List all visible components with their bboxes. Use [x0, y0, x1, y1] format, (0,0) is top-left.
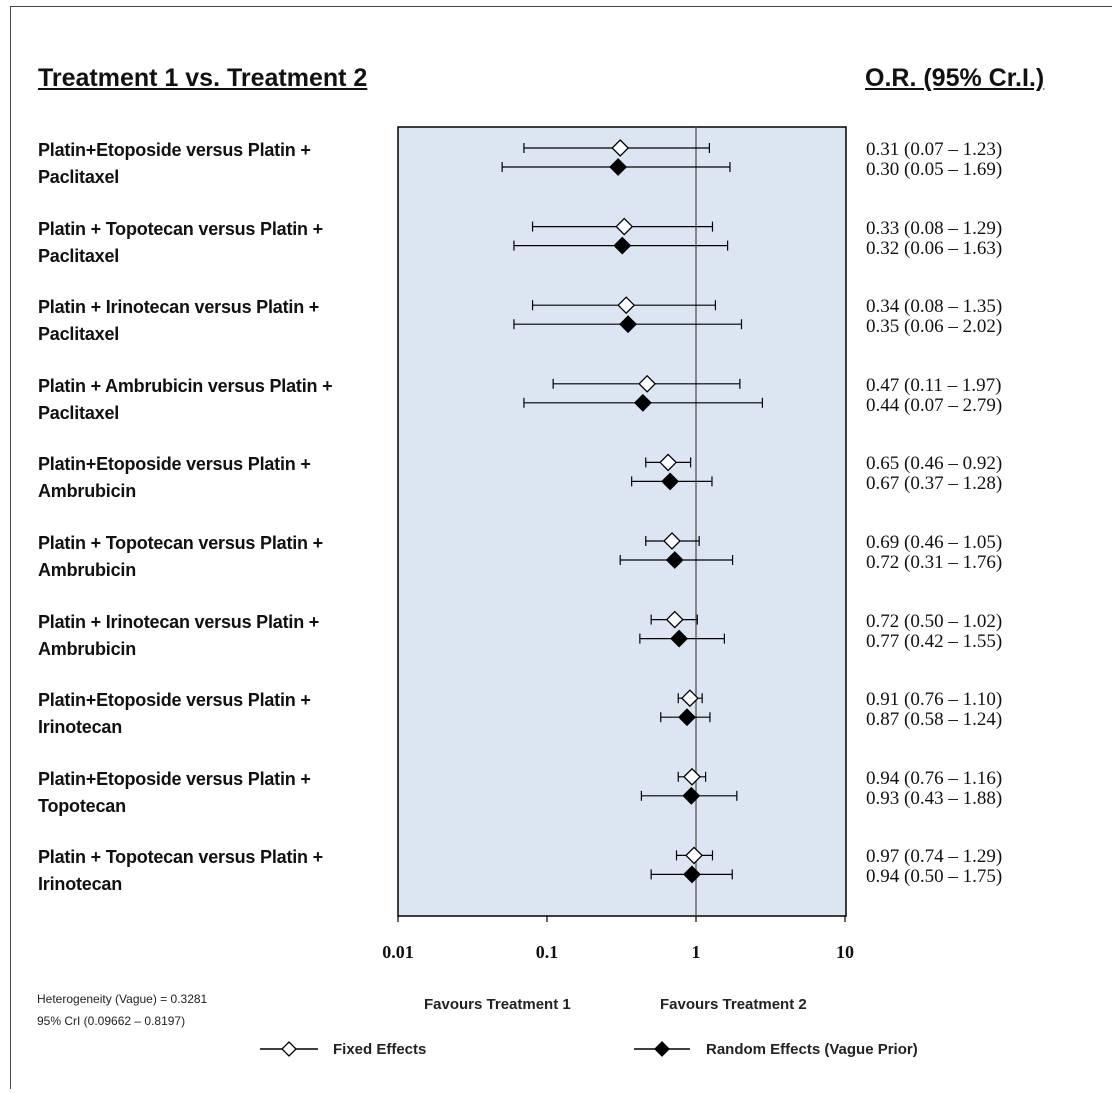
random-point-7 [678, 708, 696, 727]
fixed-or-value: 0.65 (0.46 – 0.92) [866, 453, 1003, 475]
random-point-2 [619, 315, 637, 334]
comparison-label: Platin + Irinotecan versus Platin + Pacl… [38, 297, 320, 345]
fixed-point-7 [680, 689, 699, 708]
fixed-point-8 [683, 767, 701, 786]
legend-random-label: Random Effects (Vague Prior) [706, 1041, 918, 1058]
fixed-point-4 [659, 453, 678, 472]
cri-note: 95% CrI (0.09662 – 0.8197) [37, 1014, 186, 1028]
random-or-value: 0.72 (0.31 – 1.76) [866, 552, 1003, 573]
fixed-point-3 [638, 374, 657, 393]
odds-ratio-header: O.R. (95% Cr.I.) [865, 64, 1045, 92]
fixed-point-5 [663, 532, 681, 550]
random-or-value: 0.44 (0.07 – 2.79) [866, 394, 1003, 416]
comparison-label: Platin + Topotecan versus Platin + Irino… [38, 847, 323, 895]
random-point-9 [683, 865, 701, 884]
fixed-or-value: 0.31 (0.07 – 1.23) [866, 139, 1003, 160]
fixed-or-value: 0.33 (0.08 – 1.29) [866, 217, 1003, 239]
random-or-value: 0.93 (0.43 – 1.88) [866, 787, 1003, 809]
random-or-value: 0.32 (0.06 – 1.63) [866, 237, 1003, 259]
legend-marks [260, 1041, 690, 1057]
random-point-8 [682, 786, 701, 805]
comparison-label: Platin + Topotecan versus Platin + Pacli… [38, 218, 323, 266]
random-point-3 [633, 393, 652, 412]
random-or-value: 0.30 (0.05 – 1.69) [866, 159, 1003, 180]
plot-panel [397, 126, 847, 917]
plot-marks [501, 127, 763, 916]
random-point-0 [609, 158, 628, 176]
favours-treatment-1: Favours Treatment 1 [424, 996, 571, 1013]
fixed-point-1 [615, 217, 634, 236]
comparison-label: Platin+Etoposide versus Platin + Topotec… [38, 768, 311, 816]
random-point-6 [670, 629, 689, 648]
heterogeneity-note: Heterogeneity (Vague) = 0.3281 [37, 992, 208, 1006]
random-or-value: 0.87 (0.58 – 1.24) [866, 709, 1003, 731]
comparison-label: Platin+Etoposide versus Platin + Irinote… [38, 690, 311, 738]
random-or-value: 0.94 (0.50 – 1.75) [866, 866, 1003, 888]
x-tick-label-0: 0.01 [382, 942, 414, 962]
fixed-or-value: 0.72 (0.50 – 1.02) [866, 610, 1003, 632]
comparison-label: Platin+Etoposide versus Platin + Ambrubi… [38, 454, 311, 502]
x-tick-label-1: 0.1 [536, 942, 559, 962]
random-point-5 [665, 551, 684, 569]
random-or-value: 0.35 (0.06 – 2.02) [866, 316, 1003, 338]
random-or-value: 0.77 (0.42 – 1.55) [866, 630, 1003, 652]
figure-frame [10, 6, 1112, 1089]
comparison-label: Platin + Irinotecan versus Platin + Ambr… [38, 611, 320, 659]
fixed-or-value: 0.47 (0.11 – 1.97) [866, 374, 1002, 396]
x-tick-label-2: 1 [692, 942, 701, 962]
x-axis: 0.01 0.1 1 10 [382, 916, 854, 962]
fixed-or-value: 0.97 (0.74 – 1.29) [866, 846, 1003, 868]
legend-fixed-label: Fixed Effects [333, 1041, 427, 1058]
random-point-1 [613, 236, 632, 255]
fixed-point-0 [611, 139, 630, 157]
x-tick-label-3: 10 [836, 942, 854, 962]
favours-treatment-2: Favours Treatment 2 [660, 996, 807, 1013]
legend-random-marker [654, 1041, 670, 1057]
fixed-point-6 [665, 610, 684, 629]
random-point-4 [661, 472, 680, 491]
comparison-header: Treatment 1 vs. Treatment 2 [38, 64, 368, 92]
comparison-label: Platin + Topotecan versus Platin + Ambru… [38, 533, 323, 580]
comparison-label: Platin+Etoposide versus Platin + Paclita… [38, 140, 311, 187]
fixed-or-value: 0.34 (0.08 – 1.35) [866, 296, 1003, 318]
fixed-or-value: 0.69 (0.46 – 1.05) [866, 532, 1003, 553]
comparison-label: Platin + Ambrubicin versus Platin + Pacl… [38, 375, 333, 423]
fixed-or-value: 0.94 (0.76 – 1.16) [866, 767, 1003, 789]
fixed-point-9 [685, 846, 703, 865]
fixed-or-value: 0.91 (0.76 – 1.10) [866, 689, 1003, 711]
legend-fixed-marker [281, 1041, 297, 1057]
fixed-point-2 [617, 296, 636, 315]
random-or-value: 0.67 (0.37 – 1.28) [866, 473, 1003, 495]
